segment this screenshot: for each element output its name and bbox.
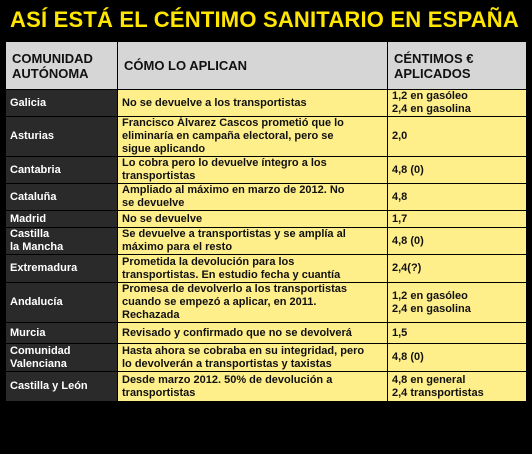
cents-cell: 1,7 <box>388 211 526 228</box>
region-cell: Extremadura <box>6 255 118 283</box>
how-cell: Prometida la devolución para los transpo… <box>118 255 388 283</box>
data-table: COMUNIDAD AUTÓNOMA CÓMO LO APLICAN CÉNTI… <box>6 42 526 402</box>
table-row: Castilla y León Desde marzo 2012. 50% de … <box>6 372 526 402</box>
region-cell: Castilla y León <box>6 372 118 402</box>
region-cell: Andalucía <box>6 283 118 323</box>
region-cell: Galicia <box>6 90 118 117</box>
header-how: CÓMO LO APLICAN <box>118 42 388 90</box>
cents-cell: 2,4(?) <box>388 255 526 283</box>
region-cell: Asturias <box>6 117 118 157</box>
how-cell: No se devuelve <box>118 211 388 228</box>
region-cell: Comunidad Valenciana <box>6 344 118 372</box>
table-row: Comunidad Valenciana Hasta ahora se cobra… <box>6 344 526 372</box>
how-cell: Hasta ahora se cobraba en su integridad,… <box>118 344 388 372</box>
table-row: Murcia Revisado y confirmado que no se de… <box>6 323 526 344</box>
cents-cell: 1,5 <box>388 323 526 344</box>
table-row: Galicia No se devuelve a los transportist… <box>6 90 526 117</box>
how-cell: Revisado y confirmado que no se devolver… <box>118 323 388 344</box>
header-region: COMUNIDAD AUTÓNOMA <box>6 42 118 90</box>
cents-cell: 4,8 (0) <box>388 344 526 372</box>
region-cell: Madrid <box>6 211 118 228</box>
how-cell: Desde marzo 2012. 50% de devolución a tr… <box>118 372 388 402</box>
region-cell: Cataluña <box>6 184 118 211</box>
table-row: Madrid No se devuelve 1,7 <box>6 211 526 228</box>
how-cell: Ampliado al máximo en marzo de 2012. No … <box>118 184 388 211</box>
how-cell: Francisco Álvarez Cascos prometió que lo… <box>118 117 388 157</box>
how-cell: No se devuelve a los transportistas <box>118 90 388 117</box>
region-cell: Castilla la Mancha <box>6 228 118 255</box>
table-row: Asturias Francisco Álvarez Cascos prometi… <box>6 117 526 157</box>
how-cell: Promesa de devolverlo a los transportist… <box>118 283 388 323</box>
cents-cell: 1,2 en gasóleo 2,4 en gasolina <box>388 90 526 117</box>
cents-cell: 4,8 <box>388 184 526 211</box>
region-cell: Murcia <box>6 323 118 344</box>
cents-cell: 4,8 (0) <box>388 157 526 184</box>
table-row: Cataluña Ampliado al máximo en marzo de 2… <box>6 184 526 211</box>
how-cell: Se devuelve a transportistas y se amplía… <box>118 228 388 255</box>
cents-cell: 1,2 en gasóleo 2,4 en gasolina <box>388 283 526 323</box>
table-row: Andalucía Promesa de devolverlo a los tra… <box>6 283 526 323</box>
how-cell: Lo cobra pero lo devuelve íntegro a los … <box>118 157 388 184</box>
table-row: Extremadura Prometida la devolución para … <box>6 255 526 283</box>
cents-cell: 4,8 (0) <box>388 228 526 255</box>
table-row: Cantabria Lo cobra pero lo devuelve ínteg… <box>6 157 526 184</box>
table-row: Castilla la Mancha Se devuelve a transpor… <box>6 228 526 255</box>
cents-cell: 2,0 <box>388 117 526 157</box>
header-row: COMUNIDAD AUTÓNOMA CÓMO LO APLICAN CÉNTI… <box>6 42 526 90</box>
page-title: ASÍ ESTÁ EL CÉNTIMO SANITARIO EN ESPAÑA <box>10 7 519 32</box>
cents-cell: 4,8 en general 2,4 transportistas <box>388 372 526 402</box>
header-cents: CÉNTIMOS € APLICADOS <box>388 42 526 90</box>
region-cell: Cantabria <box>6 157 118 184</box>
